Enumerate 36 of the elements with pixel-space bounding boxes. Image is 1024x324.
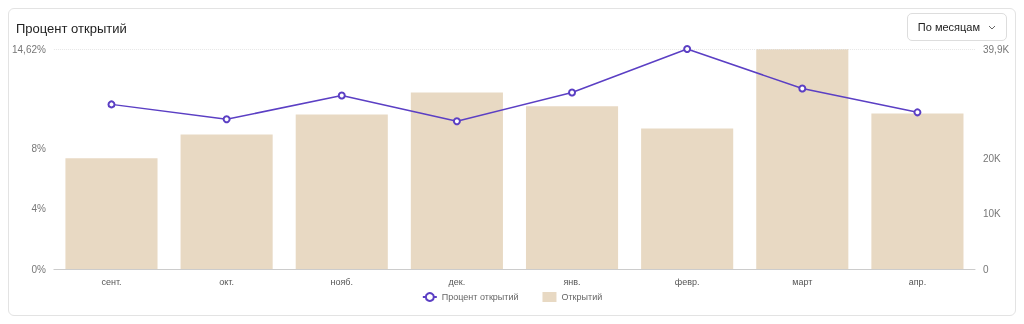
- bar: [410, 92, 503, 269]
- point: [452, 117, 461, 126]
- x-tick-label: март: [792, 276, 813, 287]
- x-tick-label: дек.: [448, 276, 466, 287]
- chart-title: Процент открытий: [16, 21, 127, 36]
- bar: [871, 113, 964, 269]
- point: [337, 91, 346, 100]
- bar: [641, 128, 734, 269]
- y2-tick-label: 10K: [983, 208, 1002, 220]
- bar: [756, 49, 849, 269]
- legend-label: Процент открытий: [441, 292, 519, 302]
- x-tick-label: апр.: [908, 276, 927, 287]
- y2-tick-label: 20K: [983, 153, 1002, 165]
- y2-tick-label: 0: [983, 263, 989, 275]
- x-tick-label: сент.: [101, 276, 122, 287]
- x-tick-label: нояб.: [330, 276, 354, 287]
- legend-label: Открытий: [561, 292, 603, 302]
- bar: [65, 158, 158, 269]
- point: [568, 88, 577, 97]
- y2-tick-label: 39,9K: [983, 43, 1010, 55]
- point: [798, 84, 807, 93]
- x-tick-label: окт.: [219, 276, 234, 287]
- x-tick-label: янв.: [563, 276, 581, 287]
- point: [107, 100, 116, 109]
- point: [913, 108, 922, 117]
- y-tick-label: 0%: [31, 263, 47, 275]
- bar: [295, 114, 388, 269]
- dropdown: По месяцам: [906, 13, 1007, 41]
- point: [222, 115, 231, 124]
- y-tick-label: 8%: [31, 143, 47, 155]
- point: [683, 45, 692, 53]
- bar: [180, 134, 273, 269]
- bar: [525, 106, 619, 269]
- x-tick-label: февр.: [674, 276, 700, 287]
- y-tick-label: 14,62%: [11, 43, 47, 55]
- y-tick-label: 4%: [31, 203, 47, 215]
